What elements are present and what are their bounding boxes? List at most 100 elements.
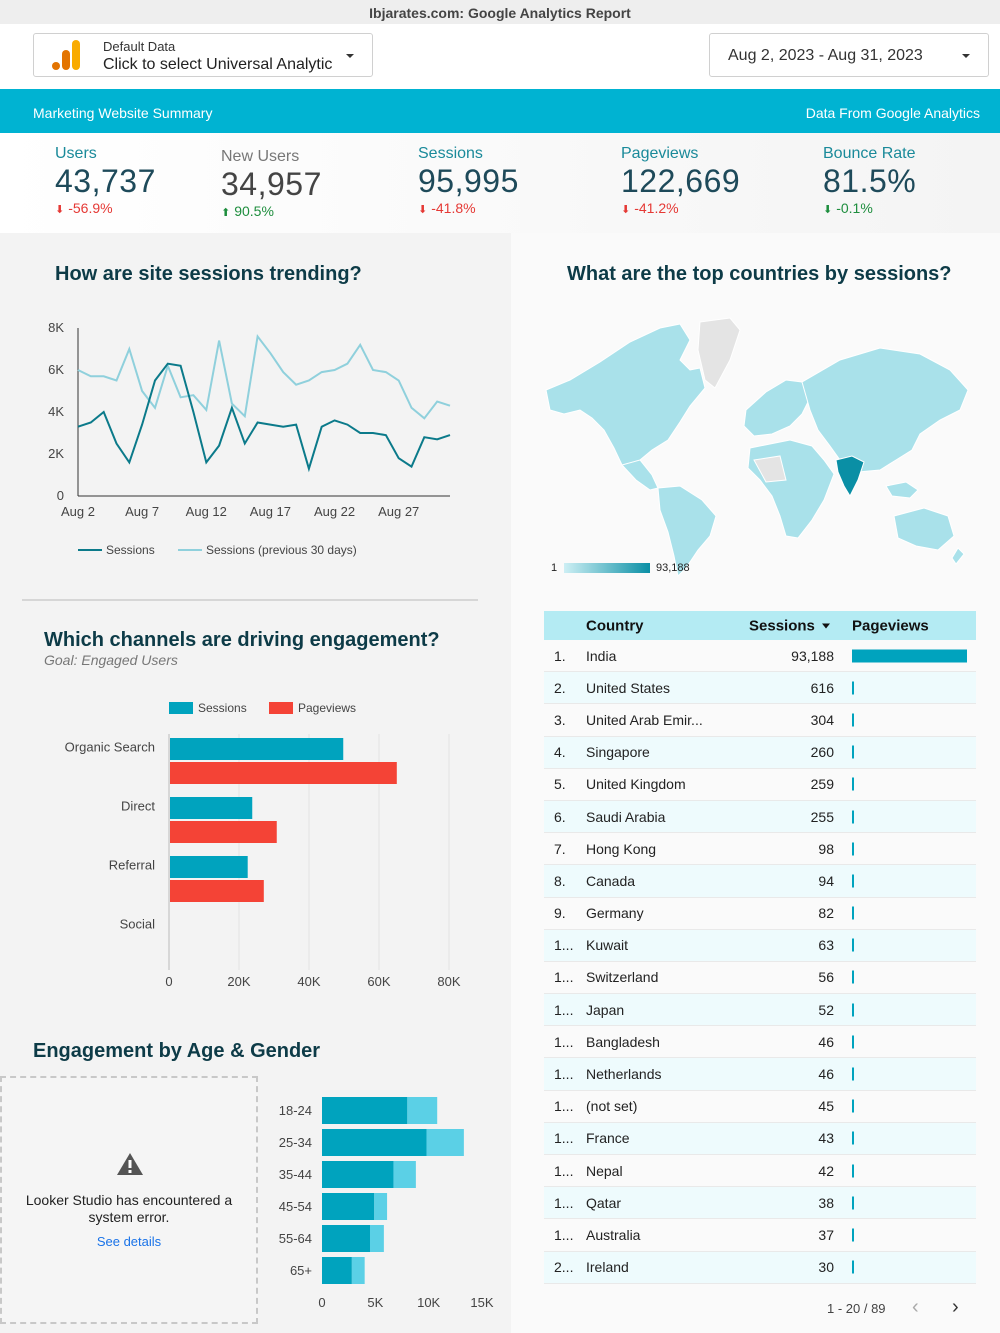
cell-rank: 1... (554, 1194, 574, 1211)
pageviews-bar (852, 1164, 854, 1178)
cell-country: Kuwait (586, 937, 629, 954)
kpi-delta: ⬇ -41.8% (418, 200, 476, 216)
column-header-country[interactable]: Country (586, 617, 644, 634)
bar-segment (322, 1097, 408, 1124)
age-bar-chart[interactable]: 0 5K 10K 15K 18-24 25-34 35-44 45-54 55-64 65+ (265, 1085, 500, 1320)
bar-segment (322, 1257, 352, 1284)
cell-country: Canada (586, 872, 636, 889)
table-row[interactable]: 1... Japan 52 (544, 994, 976, 1027)
table-body: 1. India 93,188 2. United States 616 3. United … (544, 640, 976, 1284)
table-row[interactable]: 5. United Kingdom 259 (544, 769, 976, 801)
column-header-pageviews[interactable]: Pageviews (852, 617, 929, 634)
category-label: 55-64 (279, 1231, 312, 1246)
series-line-sessions (77, 362, 451, 473)
bar-segment (322, 1161, 394, 1188)
country-table: Country Sessions Pageviews 1. India 93,188… (544, 611, 976, 1284)
chevron-left-icon[interactable]: ‹ (912, 1296, 919, 1318)
section-divider (22, 599, 478, 601)
cell-country: India (586, 647, 617, 664)
kpi-delta: ⬆ 90.5% (221, 203, 274, 219)
table-row[interactable]: 1... Nepal 42 (544, 1155, 976, 1188)
banner-title: Marketing Website Summary (33, 105, 213, 121)
table-header: Country Sessions Pageviews (544, 611, 976, 640)
legend-label-sessions: Sessions (106, 543, 155, 557)
data-source-selector[interactable]: Default Data Click to select Universal A… (33, 33, 373, 77)
chevron-down-icon (962, 54, 970, 58)
arrow-down-icon: ⬇ (823, 204, 833, 216)
category-label: Organic Search (65, 740, 155, 755)
world-map[interactable]: 1 93,188 (540, 310, 980, 580)
table-row[interactable]: 1... Switzerland 56 (544, 962, 976, 995)
table-row[interactable]: 1. India 93,188 (544, 640, 976, 673)
channels-bar-chart[interactable]: 0 20K 40K 60K 80K Organic Search Direct Referra… (30, 690, 480, 1000)
cell-sessions: 46 (818, 1066, 834, 1083)
map-scale-max: 93,188 (656, 562, 690, 574)
kpi-value: 43,737 (55, 163, 156, 199)
cell-rank: 5. (554, 776, 566, 793)
x-tick-label: Aug 27 (378, 504, 419, 519)
cell-sessions: 42 (818, 1162, 834, 1179)
kpi-delta: ⬇ -41.2% (621, 200, 679, 216)
x-tick-label: 0 (318, 1295, 325, 1310)
legend-label-sessions: Sessions (198, 701, 247, 715)
cell-sessions: 30 (818, 1259, 834, 1276)
table-row[interactable]: 3. United Arab Emir... 304 (544, 704, 976, 737)
table-row[interactable]: 4. Singapore 260 (544, 736, 976, 769)
pageviews-bar (852, 1035, 854, 1049)
cell-rank: 1... (554, 1066, 574, 1083)
cell-country: United States (586, 679, 671, 696)
y-tick-label: 2K (48, 446, 64, 461)
data-source-name: Default Data (103, 39, 176, 54)
table-row[interactable]: 1... France 43 (544, 1122, 976, 1155)
table-row[interactable]: 8. Canada 94 (544, 865, 976, 898)
table-row[interactable]: 2. United States 616 (544, 672, 976, 705)
pagination-range: 1 - 20 / 89 (827, 1301, 886, 1316)
bar-pageviews (170, 880, 264, 902)
table-row[interactable]: 1... Qatar 38 (544, 1187, 976, 1220)
cell-rank: 1... (554, 937, 574, 954)
date-range-selector[interactable]: Aug 2, 2023 - Aug 31, 2023 (709, 33, 989, 77)
cell-sessions: 260 (810, 744, 834, 761)
sessions-chart-title: How are site sessions trending? (55, 263, 362, 285)
kpi-label: New Users (221, 148, 300, 165)
cell-sessions: 304 (810, 711, 834, 728)
bar-segment (374, 1193, 388, 1220)
cell-sessions: 94 (818, 872, 834, 889)
x-tick-label: 60K (367, 974, 390, 989)
column-header-sessions[interactable]: Sessions (749, 617, 815, 634)
banner-source: Data From Google Analytics (805, 105, 980, 121)
pageviews-bar (852, 1260, 854, 1274)
see-details-link[interactable]: See details (96, 1234, 162, 1249)
x-tick-label: Aug 17 (250, 504, 291, 519)
map-chart-title: What are the top countries by sessions? (567, 263, 952, 285)
table-row[interactable]: 1... Netherlands 46 (544, 1058, 976, 1091)
cell-country: Singapore (586, 744, 650, 761)
map-color-scale (564, 563, 650, 573)
table-row[interactable]: 6. Saudi Arabia 255 (544, 800, 976, 834)
table-row[interactable]: 1... Kuwait 63 (544, 929, 976, 962)
sessions-line-chart[interactable]: 0 2K 4K 6K 8K Aug 2 Aug 7 Aug 12 Aug 17 Aug 22 Aug… (30, 310, 470, 570)
cell-rank: 7. (554, 840, 566, 857)
sort-desc-icon[interactable] (822, 623, 830, 628)
category-label: Referral (109, 858, 155, 873)
cell-country: Bangladesh (586, 1033, 660, 1050)
table-row[interactable]: 7. Hong Kong 98 (544, 833, 976, 866)
table-row[interactable]: 2... Ireland 30 (544, 1251, 976, 1284)
table-row[interactable]: 9. Germany 82 (544, 898, 976, 930)
cell-country: Nepal (586, 1162, 623, 1179)
pageviews-bar (852, 810, 854, 824)
cell-country: (not set) (586, 1098, 638, 1115)
summary-banner: Marketing Website Summary Data From Goog… (0, 89, 1000, 133)
table-row[interactable]: 1... Bangladesh 46 (544, 1026, 976, 1059)
cell-rank: 6. (554, 808, 566, 825)
chevron-right-icon[interactable]: › (952, 1296, 959, 1318)
x-tick-label: Aug 7 (125, 504, 159, 519)
y-tick-label: 8K (48, 320, 64, 335)
table-row[interactable]: 1... (not set) 45 (544, 1091, 976, 1123)
cell-sessions: 255 (810, 808, 834, 825)
table-row[interactable]: 1... Australia 37 (544, 1219, 976, 1252)
report-header: Default Data Click to select Universal A… (0, 24, 1000, 89)
kpi-label: Bounce Rate (823, 145, 916, 162)
kpi-label: Users (55, 145, 97, 162)
pageviews-bar (852, 1228, 854, 1242)
